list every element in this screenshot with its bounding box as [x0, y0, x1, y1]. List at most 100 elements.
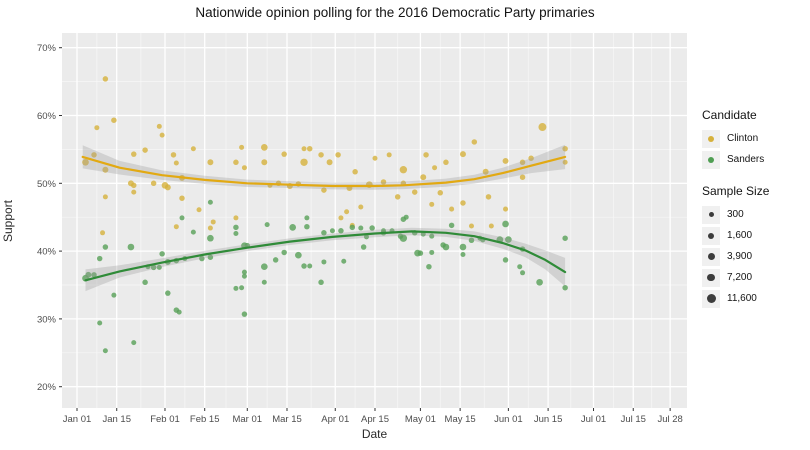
data-point-sanders [207, 234, 214, 242]
data-point-sanders [264, 222, 270, 228]
data-point-clinton [207, 225, 213, 231]
data-point-sanders [159, 251, 165, 257]
data-point-clinton [471, 139, 478, 145]
data-point-clinton [173, 160, 179, 166]
data-point-sanders [190, 229, 196, 235]
data-point-sanders [338, 228, 344, 234]
legend-key [702, 247, 720, 266]
data-point-clinton [538, 123, 547, 132]
data-point-sanders [505, 236, 512, 243]
data-point-clinton [460, 200, 466, 206]
data-point-sanders [318, 279, 324, 286]
data-point-sanders [502, 257, 509, 263]
x-tick-label: May 15 [445, 414, 476, 425]
data-point-clinton [380, 179, 387, 185]
legend-label-sanders: Sanders [727, 154, 765, 165]
data-point-sanders [502, 220, 509, 228]
data-point-sanders [429, 233, 435, 239]
data-point-clinton [210, 219, 216, 225]
data-point-sanders [360, 244, 367, 250]
data-point-sanders [321, 230, 327, 236]
data-point-clinton [386, 152, 392, 158]
x-tick-label: Mar 15 [272, 414, 302, 425]
legend-key [702, 289, 720, 308]
trend-line-clinton [81, 155, 567, 188]
data-point-clinton [394, 194, 401, 200]
data-point-clinton [233, 215, 239, 221]
data-point-sanders [321, 259, 327, 265]
legend-key [702, 205, 720, 224]
legend-item-size-3900: 3,900 [702, 246, 808, 267]
data-point-clinton [142, 147, 148, 153]
data-point-clinton [196, 207, 202, 213]
size-dot-icon [707, 253, 715, 260]
data-point-clinton [562, 159, 568, 165]
data-point-clinton [179, 195, 185, 201]
data-point-sanders [304, 215, 310, 221]
x-axis-title: Date [361, 427, 388, 441]
data-point-clinton [94, 125, 100, 131]
data-point-sanders [233, 224, 239, 231]
data-point-clinton [482, 168, 489, 175]
data-point-clinton [562, 145, 568, 152]
data-point-clinton [488, 223, 494, 229]
legend-key [702, 268, 720, 287]
data-point-sanders [102, 348, 108, 354]
x-tick-label: Jul 28 [657, 414, 682, 425]
data-point-clinton [352, 169, 358, 175]
data-point-sanders [241, 273, 247, 279]
y-tick-label: 70% [37, 43, 57, 54]
data-point-clinton [261, 159, 268, 166]
data-point-sanders [307, 263, 313, 269]
data-point-sanders [562, 284, 568, 291]
legend-size-title: Sample Size [702, 184, 770, 198]
data-point-clinton [399, 166, 408, 174]
data-point-clinton [503, 206, 509, 212]
data-point-sanders [536, 278, 543, 286]
data-point-clinton [335, 152, 341, 158]
data-point-sanders [562, 235, 568, 241]
size-dot-icon [706, 294, 716, 303]
legend-item-sanders: Sanders [702, 149, 808, 170]
data-point-sanders [403, 214, 409, 220]
data-point-sanders [358, 225, 364, 231]
data-point-clinton [519, 159, 526, 166]
size-dot-icon [707, 273, 715, 282]
data-point-sanders [179, 215, 185, 221]
data-point-clinton [131, 151, 137, 157]
data-point-sanders [207, 199, 213, 205]
legend-key [702, 150, 720, 169]
data-point-clinton [159, 132, 165, 138]
legend-spacer [702, 170, 808, 184]
data-point-sanders [131, 340, 137, 346]
data-point-sanders [369, 225, 375, 231]
data-point-clinton [519, 174, 526, 180]
data-point-sanders [468, 237, 475, 243]
legend-candidate-title: Candidate [702, 108, 757, 122]
data-point-sanders [85, 271, 92, 278]
x-tick-label: Apr 01 [321, 414, 349, 425]
x-tick-label: Jul 01 [581, 414, 606, 425]
data-point-clinton [321, 187, 327, 193]
legend-item-clinton: Clinton [702, 128, 808, 149]
x-tick-label: Jan 15 [102, 414, 131, 425]
data-point-clinton [485, 194, 492, 200]
data-point-clinton [207, 159, 214, 166]
legend-label-clinton: Clinton [727, 133, 759, 144]
legend-item-size-7200: 7,200 [702, 267, 808, 288]
data-point-sanders [102, 244, 109, 250]
data-point-clinton [338, 215, 344, 221]
data-point-clinton [102, 194, 108, 200]
data-point-clinton [432, 165, 438, 171]
data-point-sanders [207, 254, 214, 260]
data-point-sanders [261, 279, 267, 285]
data-point-clinton [411, 189, 418, 195]
chart-title: Nationwide opinion polling for the 2016 … [195, 5, 595, 20]
data-point-sanders [241, 269, 247, 275]
data-point-sanders [520, 270, 526, 276]
data-point-sanders [304, 223, 310, 230]
x-tick-label: Apr 15 [361, 414, 389, 425]
data-point-sanders [442, 243, 450, 251]
legend-label-size: 1,600 [727, 230, 753, 241]
data-point-sanders [96, 255, 103, 262]
